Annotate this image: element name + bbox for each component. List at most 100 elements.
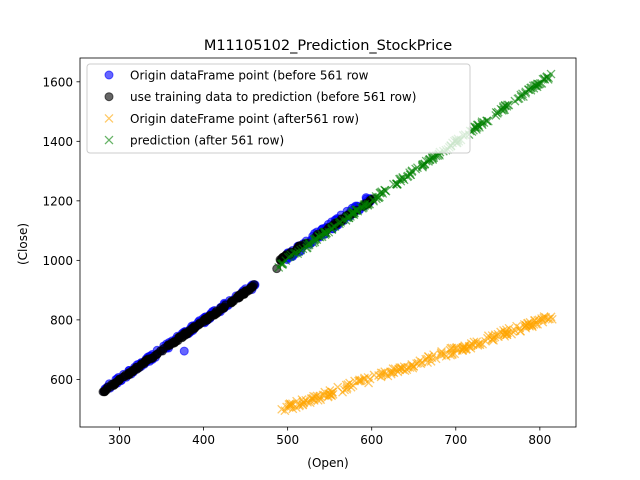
data-point (312, 235, 322, 245)
data-point (389, 179, 398, 189)
data-point (295, 400, 305, 410)
data-point (412, 163, 422, 173)
data-point (452, 342, 462, 352)
plot-area (98, 69, 557, 416)
data-point (342, 383, 352, 393)
legend-entry: Origin dateFrame point (after561 row) (104, 112, 359, 126)
data-point (403, 171, 413, 181)
data-point (388, 364, 398, 374)
data-point (326, 390, 336, 400)
data-point (133, 362, 143, 372)
data-point (500, 329, 510, 339)
data-point (542, 72, 552, 82)
legend-marker (104, 135, 114, 145)
x-axis-title: (Open) (307, 456, 348, 470)
data-point (328, 387, 337, 397)
data-point (490, 330, 500, 340)
data-point (469, 337, 479, 347)
data-point (393, 367, 403, 377)
data-point (477, 120, 487, 130)
data-point (473, 339, 483, 349)
data-point (342, 384, 352, 394)
legend-marker (104, 113, 114, 123)
legend-label: use training data to prediction (before … (130, 90, 416, 104)
legend-marker (104, 70, 114, 80)
legend-entry: Origin dataFrame point (before 561 row (104, 69, 369, 83)
data-point (226, 296, 236, 306)
data-point (306, 394, 316, 404)
data-point (277, 260, 287, 270)
data-point (429, 350, 439, 360)
data-point (447, 349, 457, 359)
data-point (423, 352, 433, 361)
data-point (398, 365, 408, 375)
data-point (321, 229, 331, 239)
data-point (309, 234, 319, 244)
data-point (466, 343, 476, 353)
data-point (312, 391, 322, 401)
data-point (547, 314, 557, 324)
data-point (376, 368, 386, 378)
data-point (478, 339, 488, 349)
data-point (533, 319, 543, 329)
y-axis-title: (Close) (16, 223, 30, 265)
data-point (301, 395, 311, 405)
data-point (216, 303, 226, 313)
data-point (493, 107, 503, 117)
data-point (320, 390, 330, 400)
data-point (374, 193, 383, 203)
x-tick-label: 500 (276, 433, 299, 447)
data-point (423, 354, 432, 364)
series-3 (277, 312, 557, 416)
legend-label: Origin dateFrame point (after561 row) (130, 112, 359, 126)
data-point (349, 208, 359, 218)
data-point (308, 393, 318, 403)
x-tick-label: 300 (108, 433, 131, 447)
y-tick-label: 800 (50, 313, 73, 327)
data-point (328, 389, 338, 399)
data-point (239, 289, 249, 299)
legend-entry: prediction (after 561 row) (104, 134, 284, 148)
data-point (436, 348, 446, 358)
data-point (304, 238, 314, 248)
data-point (407, 166, 417, 176)
data-point (418, 159, 428, 169)
data-point (186, 325, 196, 335)
legend-marker (104, 92, 114, 102)
legend-box (86, 63, 471, 154)
y-tick-label: 1200 (42, 194, 73, 208)
data-point (280, 406, 290, 416)
y-tick-label: 1400 (42, 135, 73, 149)
data-point (487, 331, 497, 341)
data-point (460, 341, 470, 351)
data-point (416, 359, 426, 369)
data-point (360, 373, 369, 383)
data-point (527, 83, 536, 93)
data-point (346, 208, 356, 218)
data-point (392, 179, 402, 189)
y-tick-label: 600 (50, 373, 73, 387)
data-point (298, 399, 308, 409)
data-point (156, 346, 166, 356)
data-point (377, 187, 387, 197)
legend: Origin dataFrame point (before 561 row us… (86, 63, 471, 154)
data-point (510, 326, 520, 336)
data-point (109, 380, 119, 390)
data-point (546, 69, 556, 79)
data-point (502, 101, 512, 111)
data-point (336, 217, 346, 227)
data-point (527, 321, 537, 331)
data-point (518, 89, 527, 99)
data-point (350, 376, 360, 386)
data-point (100, 387, 110, 397)
axes-frame (79, 57, 577, 428)
data-point (210, 310, 220, 320)
data-point (369, 370, 379, 380)
legend-entry: use training data to prediction (before … (104, 90, 416, 104)
data-point (546, 312, 556, 322)
x-tick-label: 700 (444, 433, 467, 447)
data-point (179, 346, 189, 356)
x-tick-label: 600 (360, 433, 383, 447)
data-point (329, 222, 339, 231)
